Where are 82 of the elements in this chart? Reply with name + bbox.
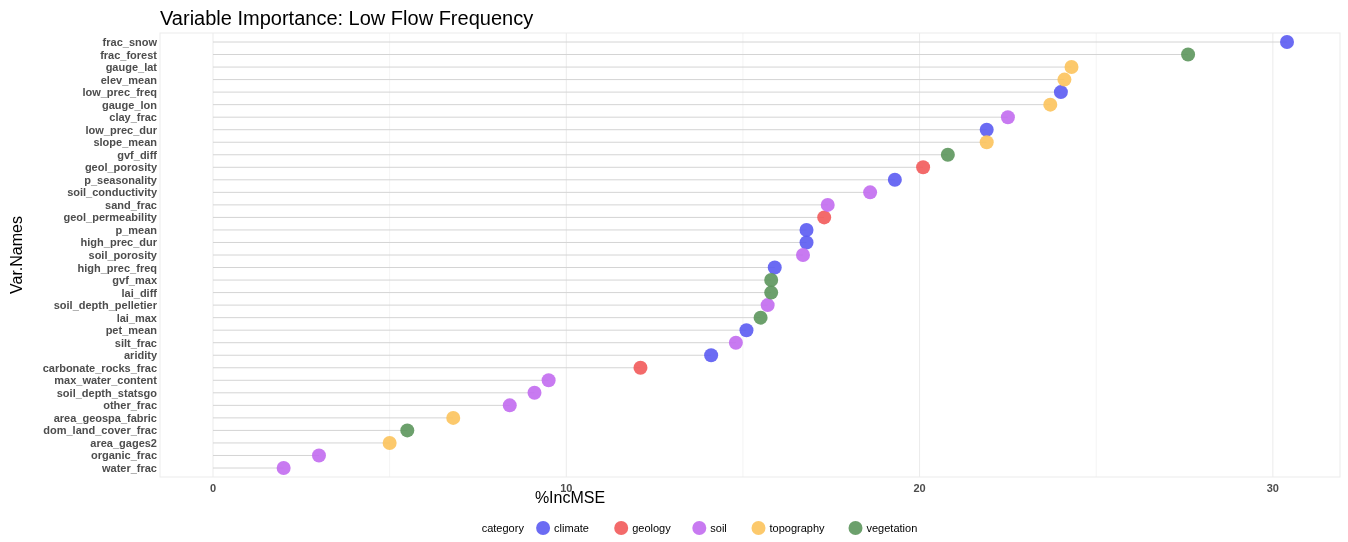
point (446, 410, 461, 425)
y-tick-label: soil_porosity (88, 249, 158, 261)
x-tick-label: 30 (1266, 482, 1279, 494)
y-tick-label: carbonate_rocks_frac (42, 361, 157, 374)
legend-label: soil (710, 522, 727, 534)
y-tick-label: low_prec_freq (82, 86, 157, 99)
point (764, 273, 779, 288)
point (979, 122, 994, 137)
point (502, 398, 517, 413)
y-tick-label: frac_forest (100, 48, 158, 61)
y-tick-label: p_seasonality (84, 173, 158, 186)
point (799, 222, 814, 237)
point (916, 160, 931, 175)
point (311, 448, 326, 463)
x-tick-label: 20 (913, 482, 926, 494)
point (276, 461, 291, 475)
y-tick-label: organic_frac (90, 449, 157, 462)
y-tick-label: gauge_lat (105, 61, 158, 74)
y-tick-label: soil_depth_statsgo (56, 386, 158, 399)
y-tick-label: slope_mean (93, 136, 158, 149)
legend-label: vegetation (866, 522, 918, 534)
legend-label: topography (769, 522, 826, 534)
point (541, 373, 556, 388)
chart-title: Variable Importance: Low Flow Frequency (160, 7, 534, 29)
y-tick-label: geol_permeability (63, 211, 158, 224)
y-tick-label: lai_max (116, 311, 158, 324)
y-tick-label: geol_porosity (84, 161, 158, 174)
point (1053, 85, 1068, 100)
y-tick-label: sand_frac (105, 198, 157, 211)
y-tick-label: other_frac (103, 399, 157, 412)
y-tick-label: p_mean (115, 223, 158, 236)
point (799, 235, 814, 250)
point (1181, 47, 1196, 62)
point (382, 435, 397, 450)
point (633, 360, 648, 375)
y-tick-label: max_water_content (54, 374, 158, 387)
y-tick-label: area_gages2 (90, 436, 157, 449)
y-tick-label: high_prec_dur (80, 236, 158, 249)
y-tick-label: dom_land_cover_frac (43, 424, 157, 437)
point (979, 135, 994, 150)
point (1043, 97, 1058, 112)
point (764, 285, 779, 300)
point (767, 260, 782, 275)
y-tick-label: low_prec_dur (85, 123, 158, 136)
point (739, 323, 754, 338)
x-tick-label: 10 (560, 482, 573, 494)
y-tick-label: water_frac (100, 462, 157, 474)
y-tick-label: gauge_lon (101, 98, 158, 111)
y-tick-label: pet_mean (105, 324, 158, 337)
point (400, 423, 415, 438)
point (1064, 60, 1079, 75)
point (527, 385, 542, 400)
point (940, 147, 955, 162)
point (817, 210, 832, 225)
x-tick-label: 0 (209, 482, 217, 494)
point (863, 185, 878, 200)
point (704, 348, 719, 363)
point (1000, 110, 1015, 125)
y-tick-label: clay_frac (109, 111, 157, 124)
y-tick-label: gvf_max (112, 274, 158, 287)
point (887, 172, 902, 187)
point (820, 197, 835, 212)
y-tick-label: soil_depth_pelletier (53, 299, 158, 312)
legend-title: category (481, 522, 525, 534)
point (753, 310, 768, 325)
y-tick-label: frac_snow (102, 36, 158, 48)
y-tick-label: lai_diff (121, 286, 158, 299)
legend-label: climate (554, 522, 589, 534)
y-tick-label: aridity (123, 349, 158, 362)
point (1057, 72, 1072, 87)
y-axis-title: Var.Names (8, 216, 25, 294)
y-tick-label: soil_conductivity (67, 186, 158, 199)
point (1280, 35, 1295, 49)
legend-label: geology (632, 522, 672, 534)
y-tick-label: area_geospa_fabric (53, 411, 157, 424)
point (728, 335, 743, 350)
point (795, 248, 810, 262)
y-tick-label: high_prec_freq (77, 261, 157, 274)
y-tick-label: silt_frac (114, 336, 157, 349)
y-tick-label: elev_mean (100, 73, 158, 86)
point (760, 298, 775, 313)
y-tick-label: gvf_diff (117, 148, 158, 161)
